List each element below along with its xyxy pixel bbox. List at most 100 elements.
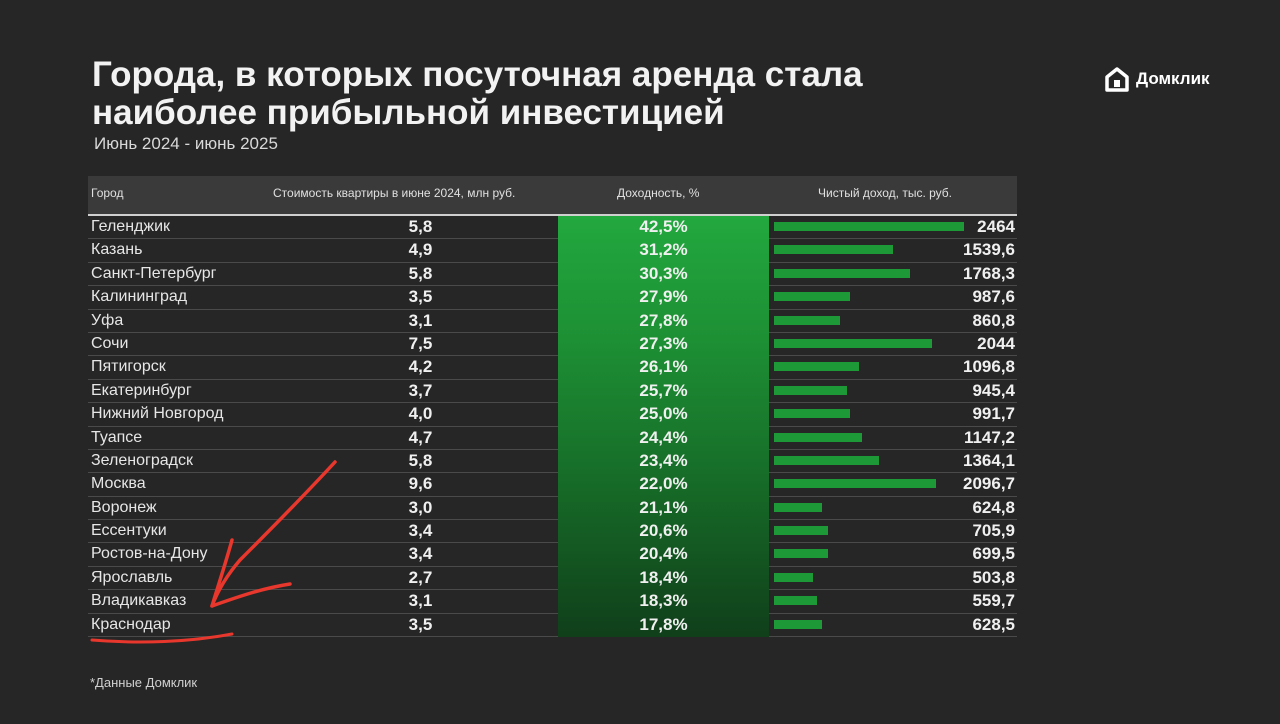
city-name: Пятигорск xyxy=(91,358,166,376)
page-title: Города, в которых посуточная аренда стал… xyxy=(92,55,863,132)
city-name: Геленджик xyxy=(91,218,171,235)
apartment-price: 3,0 xyxy=(408,497,433,517)
city-name: Москва xyxy=(91,475,146,493)
income-bar xyxy=(774,502,822,512)
income-bar xyxy=(774,549,828,559)
table-row: Екатеринбург 3,7 25,7% 945,4 xyxy=(88,380,1017,404)
table-row: Калининград 3,5 27,9% 987,6 xyxy=(88,286,1017,310)
apartment-price: 4,9 xyxy=(408,240,433,260)
yield-value: 30,3% xyxy=(639,263,688,283)
city-name: Ростов-на-Дону xyxy=(91,545,208,563)
yield-value: 27,8% xyxy=(639,310,688,330)
yield-value: 17,8% xyxy=(639,614,688,634)
income-bar xyxy=(774,315,840,325)
net-income: 624,8 xyxy=(972,497,1015,517)
city-name: Зеленоградск xyxy=(91,451,193,469)
apartment-price: 3,7 xyxy=(408,380,433,400)
apartment-price: 5,8 xyxy=(408,217,433,236)
income-bar xyxy=(774,385,847,395)
apartment-price: 5,8 xyxy=(408,263,433,283)
income-bar xyxy=(774,619,822,629)
apartment-price: 3,5 xyxy=(408,287,433,307)
apartment-price: 4,2 xyxy=(408,357,433,377)
yield-value: 18,4% xyxy=(639,567,688,587)
yield-value: 18,3% xyxy=(639,591,688,611)
column-header-city: Город xyxy=(91,186,124,200)
table-row: Пятигорск 4,2 26,1% 1096,8 xyxy=(88,356,1017,380)
net-income: 991,7 xyxy=(972,404,1015,424)
table-row: Уфа 3,1 27,8% 860,8 xyxy=(88,310,1017,333)
city-name: Екатеринбург xyxy=(91,381,192,399)
table-row: Воронеж 3,0 21,1% 624,8 xyxy=(88,497,1017,521)
income-bar xyxy=(774,455,879,465)
net-income: 628,5 xyxy=(972,614,1015,634)
income-bar xyxy=(774,338,932,348)
net-income: 945,4 xyxy=(972,380,1015,400)
income-bar xyxy=(774,432,862,442)
header-divider xyxy=(88,214,1017,216)
city-name: Владикавказ xyxy=(91,592,187,610)
income-bar xyxy=(774,245,893,255)
net-income: 2044 xyxy=(977,333,1015,353)
column-header-yield: Доходность, % xyxy=(617,186,700,200)
column-header-income: Чистый доход, тыс. руб. xyxy=(818,186,953,200)
income-bar xyxy=(774,572,813,582)
city-name: Калининград xyxy=(91,288,188,306)
yield-value: 27,3% xyxy=(639,333,688,353)
period-subtitle: Июнь 2024 - июнь 2025 xyxy=(94,134,278,153)
apartment-price: 9,6 xyxy=(408,474,433,494)
table-row: Зеленоградск 5,8 23,4% 1364,1 xyxy=(88,450,1017,474)
apartment-price: 3,1 xyxy=(408,310,433,330)
city-name: Краснодар xyxy=(91,615,171,633)
income-bar xyxy=(774,479,936,489)
net-income: 503,8 xyxy=(972,567,1015,587)
table-body: Геленджик 5,8 42,5% 2464 Казань 4,9 31,2% 1539,… xyxy=(88,216,1017,638)
city-name: Сочи xyxy=(91,334,129,352)
yield-value: 20,6% xyxy=(639,521,688,541)
net-income: 2096,7 xyxy=(963,474,1015,494)
data-table: Город Стоимость квартиры в июне 2024, мл… xyxy=(88,176,1017,638)
income-bar xyxy=(774,222,964,231)
city-name: Ярославль xyxy=(91,568,173,586)
net-income: 1768,3 xyxy=(963,263,1015,283)
yield-value: 23,4% xyxy=(639,450,688,470)
income-bar xyxy=(774,292,850,302)
yield-value: 42,5% xyxy=(639,217,688,236)
table-header: Город Стоимость квартиры в июне 2024, мл… xyxy=(88,176,1017,214)
net-income: 699,5 xyxy=(972,544,1015,564)
table-row: Нижний Новгород 4,0 25,0% 991,7 xyxy=(88,403,1017,427)
city-name: Нижний Новгород xyxy=(91,405,224,423)
yield-value: 24,4% xyxy=(639,427,688,447)
yield-value: 25,0% xyxy=(639,404,688,424)
net-income: 860,8 xyxy=(972,310,1015,330)
net-income: 559,7 xyxy=(972,591,1015,611)
column-header-price: Стоимость квартиры в июне 2024, млн руб. xyxy=(273,186,516,200)
table-row: Москва 9,6 22,0% 2096,7 xyxy=(88,473,1017,497)
net-income: 705,9 xyxy=(972,521,1015,541)
income-bar xyxy=(774,596,817,606)
table-row: Ярославль 2,7 18,4% 503,8 xyxy=(88,567,1017,591)
income-bar xyxy=(774,409,850,419)
income-bar xyxy=(774,362,859,372)
table-row: Геленджик 5,8 42,5% 2464 xyxy=(88,216,1017,240)
table-row: Краснодар 3,5 17,8% 628,5 xyxy=(88,614,1017,638)
brand-name: Домклик xyxy=(1136,69,1210,88)
apartment-price: 3,4 xyxy=(408,521,433,541)
income-bar xyxy=(774,526,828,536)
table-row: Казань 4,9 31,2% 1539,6 xyxy=(88,239,1017,263)
net-income: 987,6 xyxy=(972,287,1015,307)
city-name: Санкт-Петербург xyxy=(91,264,217,282)
apartment-price: 2,7 xyxy=(408,567,433,587)
net-income: 1096,8 xyxy=(963,357,1015,377)
yield-value: 21,1% xyxy=(639,497,688,517)
table-row: Владикавказ 3,1 18,3% 559,7 xyxy=(88,590,1017,614)
yield-value: 27,9% xyxy=(639,287,688,307)
apartment-price: 3,5 xyxy=(408,614,433,634)
city-name: Казань xyxy=(91,241,143,259)
house-icon xyxy=(1105,67,1129,92)
city-name: Воронеж xyxy=(91,498,157,516)
brand-logo: Домклик xyxy=(1104,66,1210,92)
yield-value: 25,7% xyxy=(639,380,688,400)
yield-value: 20,4% xyxy=(639,544,688,564)
